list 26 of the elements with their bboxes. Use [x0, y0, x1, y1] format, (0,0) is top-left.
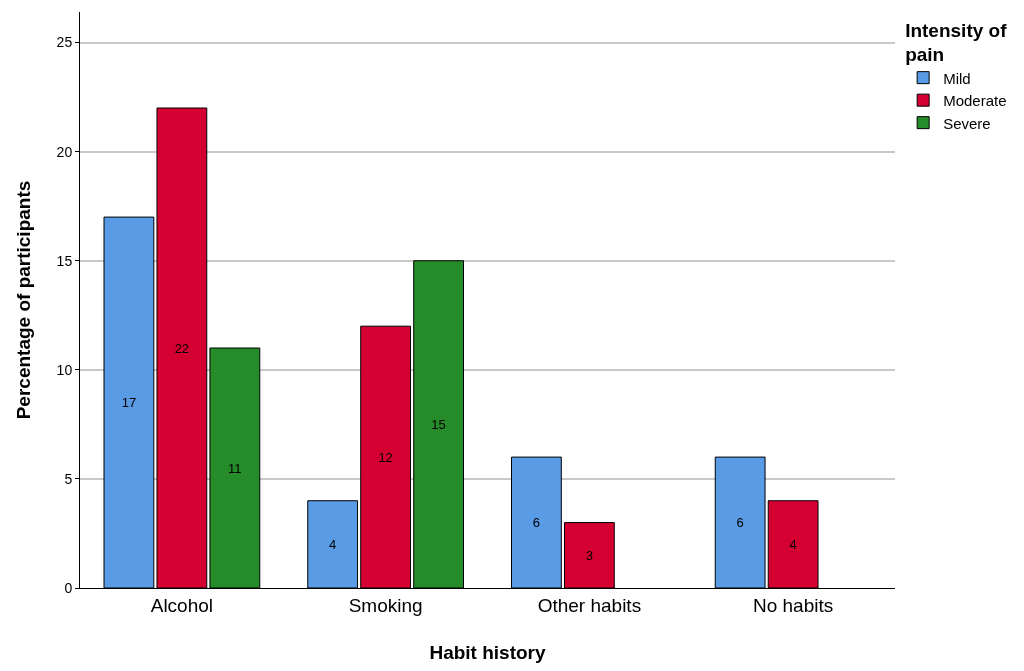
- data-label: 6: [532, 515, 541, 531]
- data-label: 15: [431, 416, 446, 432]
- x-tick-label: Alcohol: [150, 594, 214, 616]
- data-label: 17: [121, 395, 137, 411]
- x-axis-title: Habit history: [429, 641, 546, 663]
- data-label: 22: [174, 340, 190, 356]
- y-tick-label: 15: [56, 252, 73, 269]
- y-tick-label: 10: [56, 361, 73, 378]
- x-tick-label: Smoking: [348, 594, 423, 616]
- legend-label: Mild: [943, 69, 971, 87]
- legend-label: Severe: [943, 114, 991, 132]
- data-label: 11: [228, 460, 242, 476]
- data-label: 4: [789, 536, 797, 552]
- legend-title: Intensity of pain: [905, 19, 1008, 66]
- data-label: 12: [378, 449, 393, 465]
- legend-label: Moderate: [943, 92, 1007, 109]
- data-label: 3: [585, 547, 593, 563]
- y-axis-title: Percentage of participants: [13, 180, 35, 420]
- y-tick-label: 5: [64, 470, 73, 487]
- y-tick-label: 20: [56, 143, 73, 160]
- y-tick-label: 0: [64, 579, 73, 596]
- y-tick-label: 25: [56, 34, 73, 51]
- x-tick-label: Other habits: [537, 594, 642, 616]
- data-label: 6: [736, 515, 744, 531]
- x-tick-label: No habits: [752, 594, 834, 616]
- data-label: 4: [329, 536, 337, 552]
